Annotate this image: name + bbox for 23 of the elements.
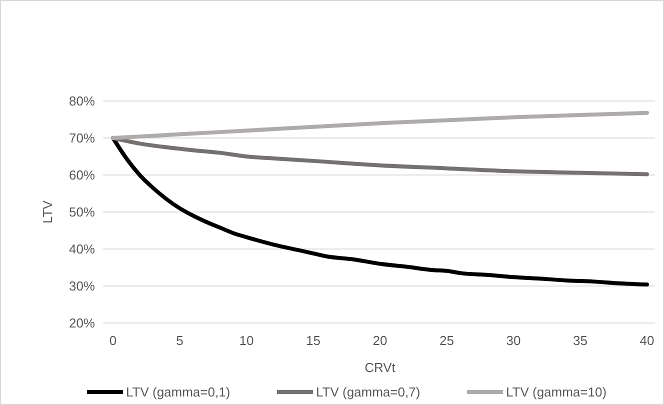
x-tick-label: 0: [109, 333, 117, 348]
x-tick-label: 15: [306, 333, 320, 348]
y-axis-title: LTV: [40, 200, 55, 224]
y-tick-label: 20%: [68, 316, 96, 331]
x-tick-label: 20: [372, 333, 388, 348]
y-tick-label: 30%: [68, 278, 96, 294]
x-tick-label: 40: [640, 333, 654, 348]
y-tick-label: 80%: [68, 94, 96, 109]
x-tick-label: 35: [573, 333, 588, 348]
legend-label: LTV (gamma=10): [506, 384, 607, 400]
x-axis-title: CRVt: [364, 360, 396, 375]
line-series: [111, 110, 649, 140]
legend-label: LTV (gamma=0,1): [126, 384, 230, 400]
y-tick-label: 50%: [68, 204, 96, 220]
legend-label: LTV (gamma=0,7): [316, 384, 420, 400]
y-tick-label: 40%: [68, 242, 96, 257]
x-tick-label: 25: [440, 333, 454, 348]
y-tick-label: 60%: [68, 168, 96, 183]
x-tick-label: 5: [176, 333, 184, 348]
x-tick-label: 10: [239, 333, 254, 348]
line-series: [111, 136, 649, 176]
x-tick-label: 30: [506, 333, 521, 348]
y-tick-label: 70%: [68, 130, 96, 146]
